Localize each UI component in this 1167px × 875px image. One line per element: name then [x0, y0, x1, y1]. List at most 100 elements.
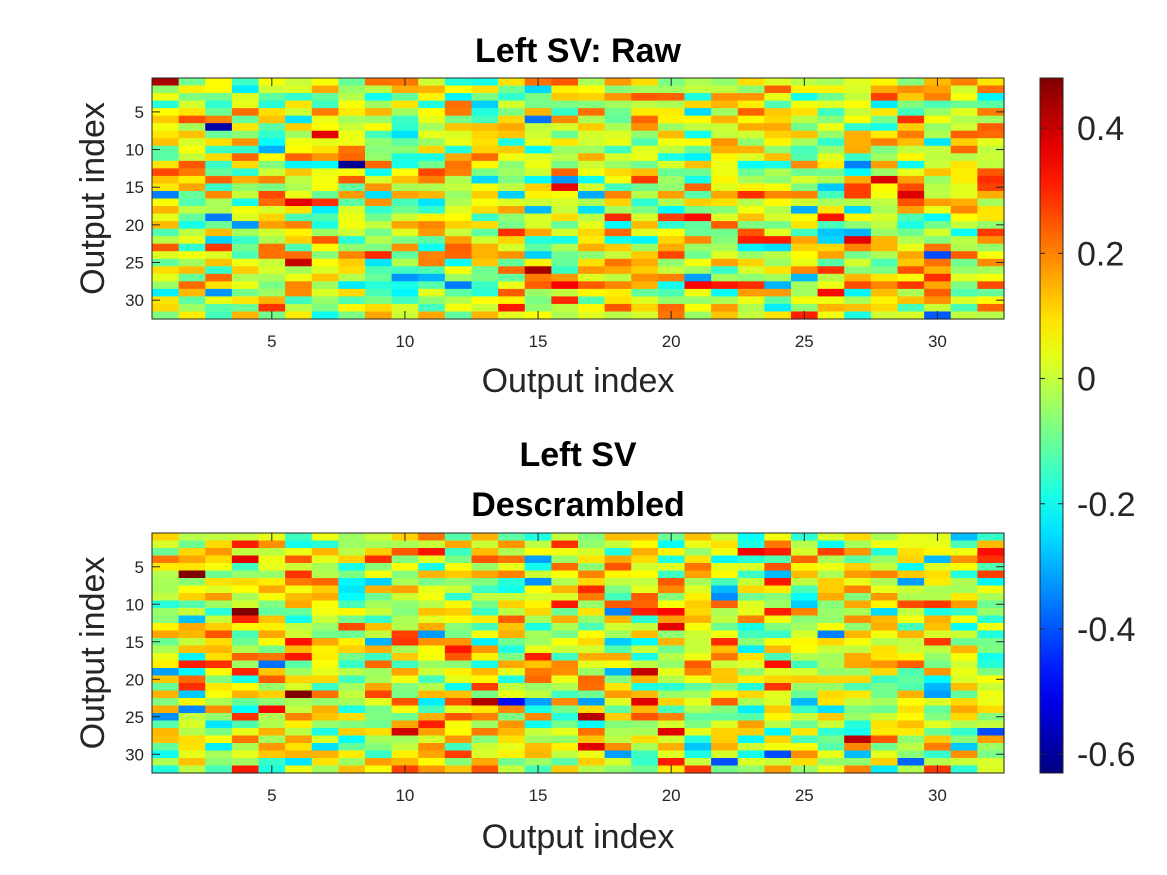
heatmap-cell: [764, 645, 792, 654]
heatmap-cell: [977, 100, 1005, 109]
heatmap-cell: [205, 563, 233, 572]
heatmap-cell: [152, 600, 180, 609]
heatmap-cell: [684, 108, 712, 117]
heatmap-cell: [285, 303, 313, 313]
heatmap-cell: [657, 296, 686, 305]
heatmap-cell: [764, 563, 792, 572]
heatmap-cell: [152, 175, 180, 185]
heatmap-cell: [471, 563, 499, 572]
heatmap-cell: [764, 668, 792, 677]
heatmap-cell: [444, 728, 473, 737]
heatmap-cell: [338, 750, 366, 759]
heatmap-cell: [551, 258, 579, 267]
heatmap-cell: [311, 228, 339, 237]
heatmap-cell: [631, 548, 659, 557]
heatmap-cell: [152, 145, 180, 154]
heatmap-cell: [977, 600, 1005, 609]
heatmap-cell: [338, 303, 366, 313]
heatmap-cell: [897, 190, 925, 200]
heatmap-cell: [631, 735, 659, 744]
heatmap-cell: [604, 198, 632, 207]
heatmap-cell: [285, 720, 313, 729]
heatmap-cell: [604, 540, 632, 549]
heatmap-cell: [817, 548, 845, 557]
heatmap-cell: [631, 608, 659, 617]
heatmap-cell: [657, 743, 686, 752]
x-tick-label: 20: [662, 786, 681, 805]
heatmap-cell: [950, 183, 978, 192]
heatmap-cell: [924, 288, 952, 298]
heatmap-cell: [870, 183, 899, 192]
heatmap-cell: [631, 585, 659, 594]
heatmap-cell: [152, 296, 180, 305]
heatmap-cell: [152, 653, 180, 662]
heatmap-cell: [817, 593, 845, 602]
heatmap-cell: [817, 85, 845, 94]
heatmap-cell: [498, 630, 526, 639]
heatmap-cell: [977, 303, 1005, 313]
heatmap-cell: [977, 705, 1005, 714]
heatmap-cell: [870, 296, 899, 305]
heatmap-cell: [950, 720, 978, 729]
heatmap-cell: [737, 623, 765, 632]
heatmap-cell: [737, 281, 765, 290]
heatmap-cell: [551, 735, 579, 744]
heatmap-cell: [711, 175, 739, 185]
heatmap-cell: [817, 653, 845, 662]
heatmap-cell: [950, 728, 978, 737]
heatmap-cell: [657, 653, 686, 662]
heatmap-cell: [631, 683, 659, 692]
heatmap-cell: [924, 548, 952, 557]
heatmap-cell: [578, 638, 606, 647]
heatmap-cell: [178, 555, 206, 564]
heatmap-cell: [338, 243, 366, 252]
heatmap-cell: [711, 168, 739, 177]
heatmap-cell: [551, 533, 579, 542]
y-tick-label: 20: [125, 216, 144, 235]
heatmap-cell: [178, 705, 206, 714]
heatmap-cell: [711, 258, 739, 267]
heatmap-cell: [365, 190, 393, 200]
heatmap-cell: [311, 698, 339, 707]
heatmap-cell: [844, 85, 872, 94]
heatmap-cell: [897, 750, 925, 759]
heatmap-cell: [391, 615, 419, 624]
heatmap-cell: [498, 115, 526, 124]
heatmap-cell: [498, 243, 526, 252]
heatmap-cell: [578, 115, 606, 124]
heatmap-cell: [365, 608, 393, 617]
colorbar-tick-label: 0: [1077, 361, 1096, 399]
heatmap-cell: [631, 563, 659, 572]
heatmap-cell: [977, 175, 1005, 185]
heatmap-cell: [657, 175, 686, 185]
heatmap-cell: [365, 705, 393, 714]
heatmap-cell: [977, 563, 1005, 572]
heatmap-cell: [578, 728, 606, 737]
heatmap-cell: [844, 683, 872, 692]
heatmap-cell: [338, 258, 366, 267]
heatmap-cell: [950, 221, 978, 230]
heatmap-cell: [311, 100, 339, 109]
heatmap-cell: [444, 273, 473, 282]
heatmap-cell: [391, 258, 419, 267]
heatmap-cell: [551, 243, 579, 252]
heatmap-cell: [844, 130, 872, 139]
heatmap-cell: [844, 578, 872, 587]
heatmap-cell: [844, 213, 872, 222]
heatmap-cell: [311, 750, 339, 759]
heatmap-cell: [258, 593, 286, 602]
heatmap-cell: [897, 130, 925, 139]
heatmap-cell: [684, 303, 712, 313]
heatmap-cell: [152, 273, 180, 282]
heatmap-cell: [950, 690, 978, 699]
heatmap-cell: [737, 638, 765, 647]
heatmap-cell: [897, 160, 925, 169]
heatmap-cell: [524, 675, 552, 684]
heatmap-cell: [657, 273, 686, 282]
heatmap-cell: [471, 578, 499, 587]
heatmap-cell: [870, 750, 899, 759]
heatmap-cell: [498, 183, 526, 192]
heatmap-cell: [737, 130, 765, 139]
heatmap-cell: [631, 153, 659, 162]
heatmap-cell: [737, 243, 765, 252]
